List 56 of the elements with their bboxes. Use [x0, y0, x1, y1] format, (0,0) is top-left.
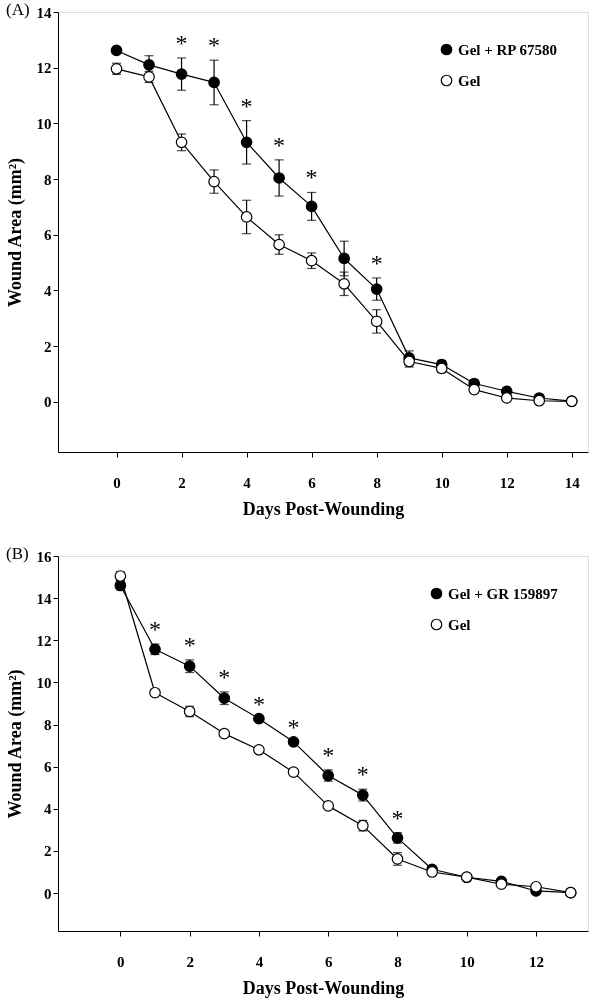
annotation: *: [240, 92, 253, 119]
y-tick-label: 0: [44, 394, 52, 411]
annotation: *: [208, 32, 221, 59]
y-tick-label: 12: [36, 632, 52, 649]
annotation: *: [287, 713, 300, 740]
y-tick-label: 14: [36, 4, 52, 21]
x-tick-label: 0: [113, 474, 121, 491]
y-tick-label: 4: [44, 282, 52, 299]
annotation: *: [322, 741, 335, 768]
annotation: *: [370, 249, 383, 276]
x-tick-label: 12: [529, 953, 545, 970]
x-tick-label: 6: [308, 474, 317, 491]
annotation: *: [356, 761, 369, 788]
x-tick-label: 0: [117, 953, 125, 970]
annotation: *: [252, 690, 265, 717]
y-tick-label: 12: [36, 60, 52, 77]
y-tick-label: 2: [44, 338, 52, 355]
annotation: *: [391, 804, 404, 831]
legend-label: Gel: [458, 72, 481, 89]
y-tick-label: 6: [44, 227, 52, 244]
x-tick-label: 2: [186, 953, 194, 970]
x-axis-title: Days Post-Wounding: [242, 498, 405, 519]
annotation: *: [273, 131, 286, 158]
y-tick-label: 10: [36, 115, 52, 132]
x-tick-label: 6: [324, 953, 333, 970]
x-tick-label: 8: [373, 474, 381, 491]
legend-label: Gel + GR 159897: [448, 585, 559, 602]
annotation: *: [175, 29, 188, 56]
x-tick-label: 4: [243, 474, 252, 491]
x-tick-label: 12: [499, 474, 515, 491]
x-tick-label: 8: [394, 953, 402, 970]
y-tick-label: 8: [44, 171, 52, 188]
x-tick-label: 2: [178, 474, 186, 491]
annotation: *: [218, 663, 231, 690]
y-tick-label: 16: [36, 548, 52, 565]
legend-label: Gel: [448, 616, 471, 633]
x-axis-title: Days Post-Wounding: [242, 977, 405, 998]
chart-title: (B): [6, 544, 29, 563]
x-tick-label: 10: [459, 953, 475, 970]
annotation: *: [305, 164, 318, 191]
y-tick-label: 0: [44, 885, 52, 902]
y-tick-label: 2: [44, 843, 52, 860]
y-axis-title: Wound Area (mm²): [4, 669, 26, 819]
y-tick-label: 14: [36, 590, 52, 607]
y-tick-label: 6: [44, 759, 52, 776]
chart-title: (A): [6, 0, 30, 19]
y-tick-label: 4: [44, 801, 52, 818]
annotation: *: [183, 631, 196, 658]
x-tick-label: 10: [434, 474, 450, 491]
y-tick-label: 8: [44, 717, 52, 734]
legend-label: Gel + RP 67580: [458, 41, 557, 58]
y-axis-title: Wound Area (mm²): [4, 157, 26, 308]
x-tick-label: 4: [255, 953, 264, 970]
annotation: *: [148, 616, 161, 643]
x-tick-label: 14: [564, 474, 581, 491]
y-tick-label: 10: [36, 674, 52, 691]
